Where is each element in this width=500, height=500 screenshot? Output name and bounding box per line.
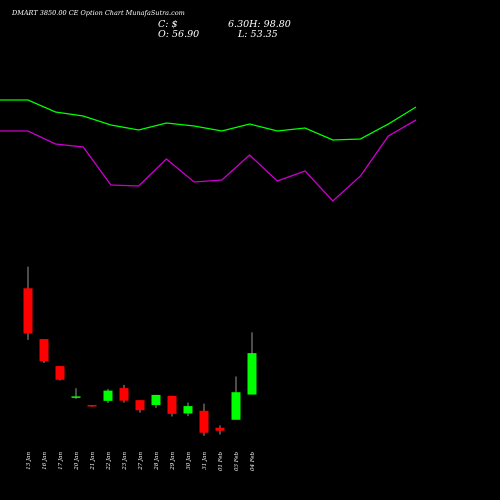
candle-body [231,392,241,420]
candle-body [183,406,193,414]
x-tick-label: 04 Feb [250,452,256,472]
candle-17-jan [55,366,65,381]
indicator-lines [0,99,417,202]
candle-body [199,410,209,433]
candle-body [39,339,49,362]
x-tick-label: 13 Jan [26,452,32,470]
x-tick-label: 30 Jan [186,452,192,470]
candle-body [23,288,33,334]
candle-22-jan [103,389,113,403]
candle-body [55,366,65,380]
candles [23,266,257,436]
candle-01-feb [215,425,225,435]
x-tick-label: 01 Feb [218,452,224,472]
close-readout: C: $ [158,19,178,30]
x-tick-label: 27 Jan [138,452,144,471]
low-readout: L: 53.35 [237,29,278,40]
candle-body [87,405,97,407]
candle-03-feb [231,376,241,420]
candle-body [247,353,257,395]
candle-21-jan [87,405,97,407]
x-tick-label: 20 Jan [74,452,80,471]
chart-title: DMART 3850.00 CE Option Chart MunafaSutr… [11,9,185,17]
candle-body [135,400,145,411]
candle-28-jan [151,394,161,408]
candle-body [119,388,129,401]
x-tick-label: 28 Jan [154,452,160,471]
candle-16-jan [39,339,49,364]
candle-body [71,396,81,398]
x-axis-ticks: 13 Jan 16 Jan 17 Jan 20 Jan 21 Jan 22 Jan 23 J… [26,452,256,472]
x-tick-label: 16 Jan [42,452,48,470]
candle-31-jan [199,403,209,436]
candle-30-jan [183,402,193,417]
open-readout: O: 56.90 [158,29,199,40]
candle-body [215,427,225,431]
x-tick-label: 21 Jan [90,452,96,471]
candle-20-jan [71,388,81,399]
x-tick-label: 23 Jan [122,452,128,471]
candle-29-jan [167,395,177,417]
lower-indicator-line [0,119,417,202]
x-tick-label: 17 Jan [58,452,64,470]
x-tick-label: 31 Jan [202,452,208,470]
candle-body [167,395,177,414]
candle-04-feb [247,332,257,395]
high-readout: 6.30H: 98.80 [228,19,291,30]
x-tick-label: 03 Feb [234,452,240,472]
candle-body [103,390,113,401]
x-tick-label: 29 Jan [170,452,176,471]
candle-27-jan [135,400,145,413]
x-tick-label: 22 Jan [106,452,112,471]
candle-13-jan [23,266,33,340]
upper-indicator-line [0,99,417,141]
candle-body [151,394,161,406]
candle-23-jan [119,384,129,403]
